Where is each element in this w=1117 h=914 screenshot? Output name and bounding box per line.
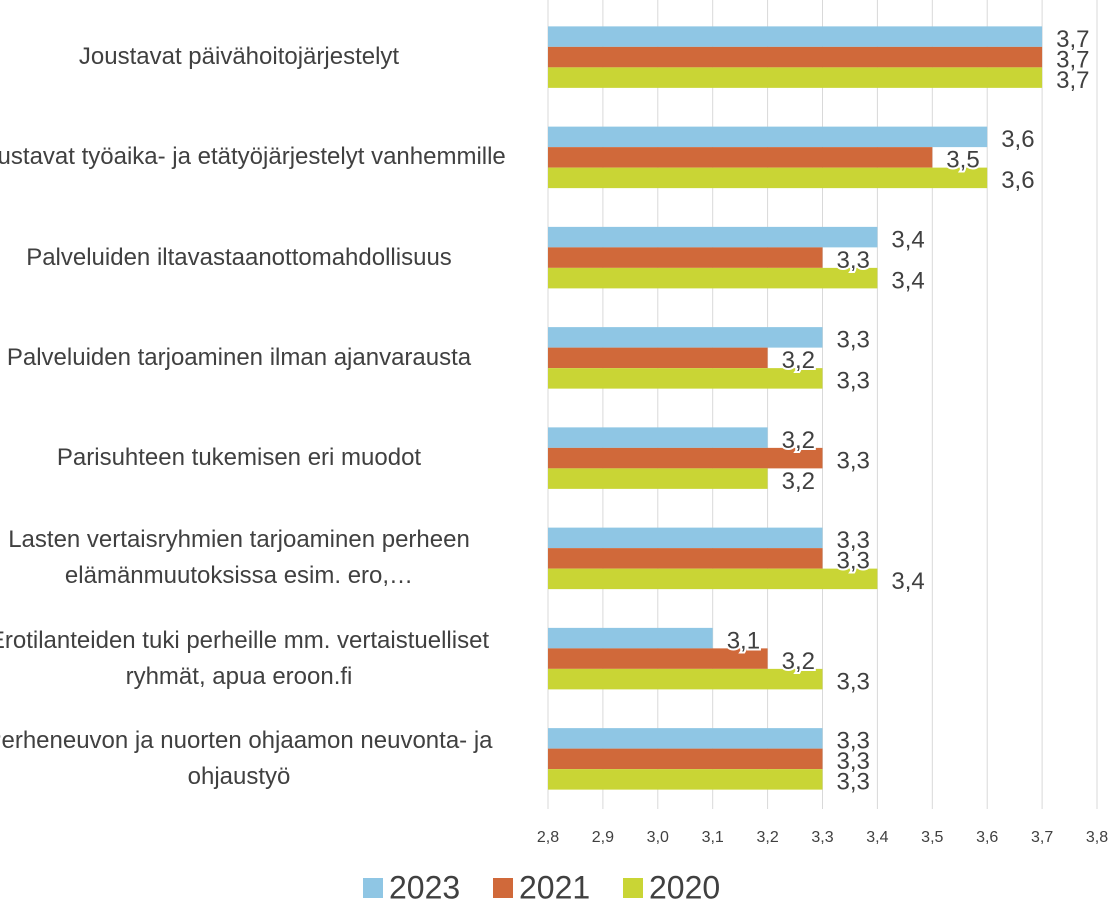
bar <box>548 447 823 469</box>
data-label: 3,3 <box>837 327 870 354</box>
bar <box>548 226 878 248</box>
x-tick-label: 2,8 <box>537 829 559 846</box>
category-label: Lasten vertaisryhmien tarjoaminen perhee… <box>8 526 470 590</box>
bar <box>548 728 823 749</box>
data-label: 3,2 <box>782 648 815 675</box>
category-label: Palveluiden iltavastaanottomahdollisuus <box>26 243 452 271</box>
legend-label: 2020 <box>649 869 720 905</box>
bar <box>548 327 823 348</box>
bar <box>548 548 823 569</box>
category-label: Palveluiden tarjoaminen ilman ajanvaraus… <box>6 343 472 371</box>
bar <box>548 247 823 268</box>
category-label: Joustavat päivähoitojärjestelyt <box>78 43 400 71</box>
data-label: 3,1 <box>727 627 760 654</box>
bar <box>548 468 768 489</box>
bar <box>548 26 1043 47</box>
legend-label: 2023 <box>389 869 460 905</box>
category-label: Joustavat työaika- ja etätyöjärjestelyt … <box>0 143 506 171</box>
x-tick-label: 3,2 <box>756 829 778 846</box>
data-label: 3,7 <box>1056 46 1089 73</box>
bar <box>548 748 823 770</box>
data-label: 3,3 <box>837 368 870 395</box>
data-label: 3,7 <box>1056 67 1089 94</box>
x-tick-label: 3,6 <box>976 829 998 846</box>
bar <box>548 769 823 790</box>
data-label: 3,7 <box>1056 26 1089 53</box>
bar <box>548 126 988 148</box>
bar <box>548 368 823 389</box>
data-label: 3,6 <box>1001 126 1034 153</box>
data-label: 3,2 <box>782 427 815 454</box>
x-tick-label: 3,1 <box>702 829 724 846</box>
data-label: 3,3 <box>837 728 870 755</box>
x-tick-label: 3,3 <box>811 829 833 846</box>
bar <box>548 347 768 369</box>
data-label: 3,6 <box>1001 167 1034 194</box>
legend-label: 2021 <box>519 869 590 905</box>
x-tick-label: 3,4 <box>866 829 888 846</box>
data-label: 3,2 <box>782 468 815 495</box>
bar <box>548 167 988 189</box>
bar <box>548 568 878 590</box>
bar <box>548 67 1043 88</box>
bar <box>548 527 823 549</box>
bar <box>548 46 1043 68</box>
data-label: 3,4 <box>891 568 924 595</box>
x-tick-label: 3,7 <box>1031 829 1053 846</box>
bar <box>548 267 878 289</box>
category-label: Perheneuvon ja nuorten ohjaamon neuvonta… <box>0 726 493 790</box>
legend-swatch <box>623 878 643 898</box>
x-tick-label: 3,0 <box>647 829 669 846</box>
data-label: 3,3 <box>837 769 870 796</box>
legend-swatch <box>493 878 513 898</box>
data-label: 3,5 <box>946 147 979 174</box>
data-label: 3,3 <box>837 668 870 695</box>
bar <box>548 147 933 168</box>
x-tick-label: 2,9 <box>592 829 614 846</box>
data-label: 3,4 <box>891 267 924 294</box>
data-label: 3,2 <box>782 347 815 374</box>
bar <box>548 427 768 448</box>
data-label: 3,3 <box>837 247 870 274</box>
data-label: 3,3 <box>837 548 870 575</box>
legend-swatch <box>363 878 383 898</box>
data-label: 3,3 <box>837 748 870 775</box>
data-label: 3,4 <box>891 226 924 253</box>
bar <box>548 648 768 669</box>
data-label: 3,3 <box>837 447 870 474</box>
category-label: Erotilanteiden tuki perheille mm. vertai… <box>0 626 490 690</box>
x-tick-label: 3,8 <box>1086 829 1108 846</box>
data-label: 3,3 <box>837 527 870 554</box>
bar <box>548 668 823 690</box>
bar <box>548 627 713 649</box>
category-label: Parisuhteen tukemisen eri muodot <box>56 444 422 472</box>
x-tick-label: 3,5 <box>921 829 943 846</box>
